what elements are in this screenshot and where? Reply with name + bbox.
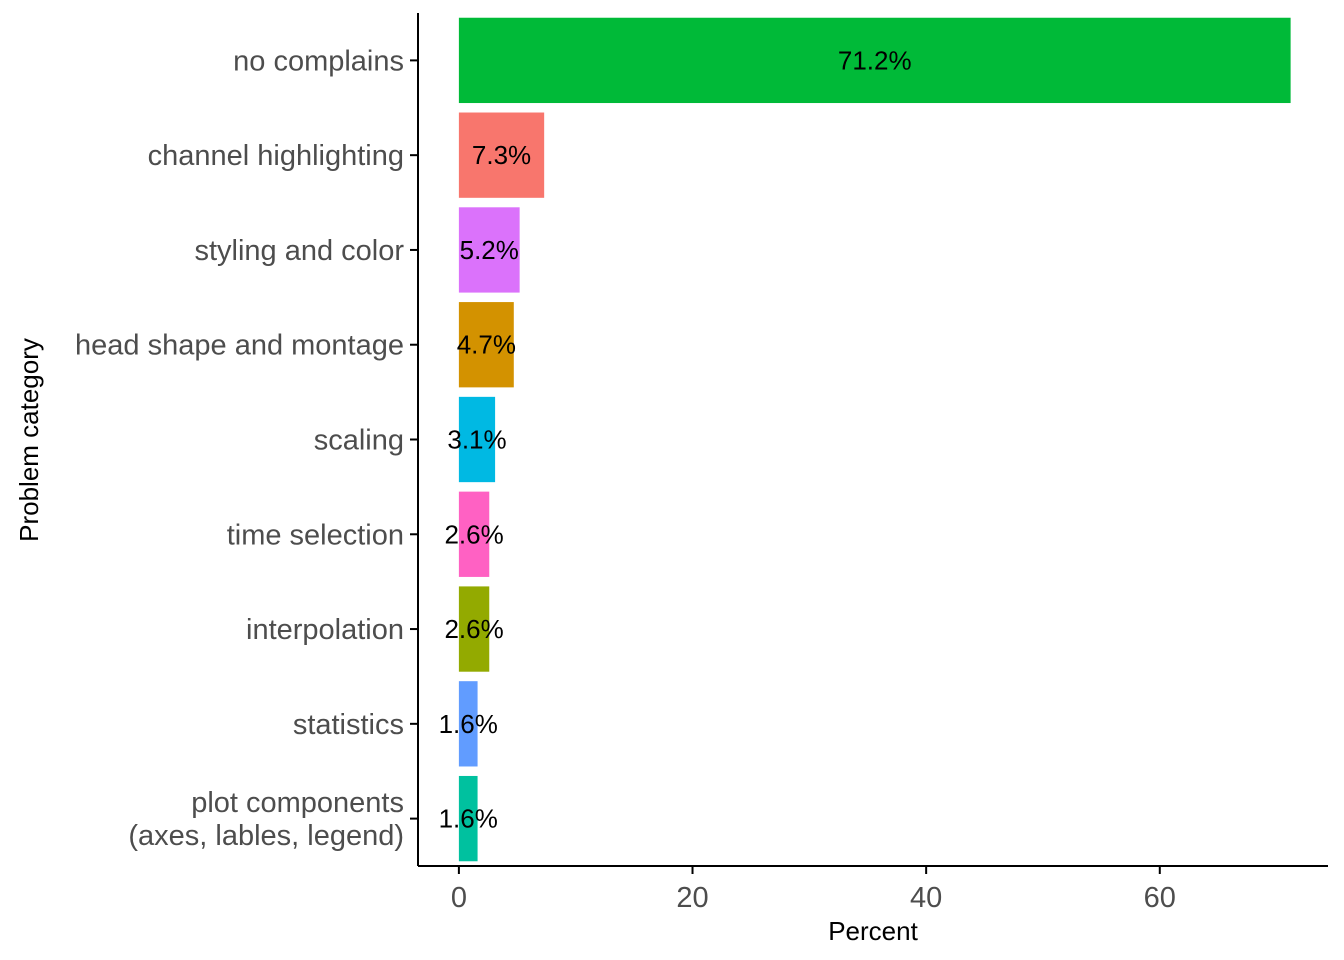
category-label: plot components bbox=[191, 787, 404, 819]
category-label: interpolation bbox=[246, 614, 404, 646]
bar-value-label: 2.6% bbox=[444, 614, 503, 644]
category-label: time selection bbox=[227, 519, 404, 551]
category-label: no complains bbox=[233, 45, 404, 77]
bar-7 bbox=[458, 681, 478, 767]
bars-layer bbox=[458, 17, 1291, 862]
bar-3 bbox=[458, 302, 514, 388]
bar-value-label: 1.6% bbox=[439, 709, 498, 739]
y-axis-title: Problem category bbox=[14, 338, 44, 542]
category-label: channel highlighting bbox=[148, 140, 404, 172]
category-label: scaling bbox=[314, 425, 404, 457]
bar-1 bbox=[458, 112, 545, 198]
bar-value-label: 2.6% bbox=[444, 519, 503, 549]
bar-2 bbox=[458, 207, 520, 293]
x-tick-label: 60 bbox=[1144, 882, 1176, 914]
bar-value-label: 5.2% bbox=[460, 235, 519, 265]
bar-value-label: 4.7% bbox=[457, 330, 516, 360]
category-label: head shape and montage bbox=[75, 330, 404, 362]
bar-value-label: 1.6% bbox=[439, 804, 498, 834]
x-axis-title: Percent bbox=[828, 916, 918, 946]
bar-4 bbox=[458, 396, 496, 483]
labels-layer: 71.2% no complains 7.3% channel highlightin… bbox=[75, 45, 1176, 914]
bar-8 bbox=[458, 775, 478, 862]
x-tick-label: 0 bbox=[451, 882, 467, 914]
x-tick-label: 40 bbox=[910, 882, 942, 914]
bar-value-label: 3.1% bbox=[447, 425, 506, 455]
bar-5 bbox=[458, 491, 490, 577]
x-tick-label: 20 bbox=[676, 882, 708, 914]
bar-6 bbox=[458, 586, 490, 672]
bar-0 bbox=[458, 17, 1291, 104]
bar-value-label: 7.3% bbox=[472, 140, 531, 170]
axes-layer bbox=[417, 13, 1328, 867]
category-label: statistics bbox=[293, 709, 404, 741]
category-label: (axes, lables, legend) bbox=[128, 820, 404, 852]
bar-value-label: 71.2% bbox=[838, 45, 912, 75]
category-label: styling and color bbox=[194, 235, 404, 267]
